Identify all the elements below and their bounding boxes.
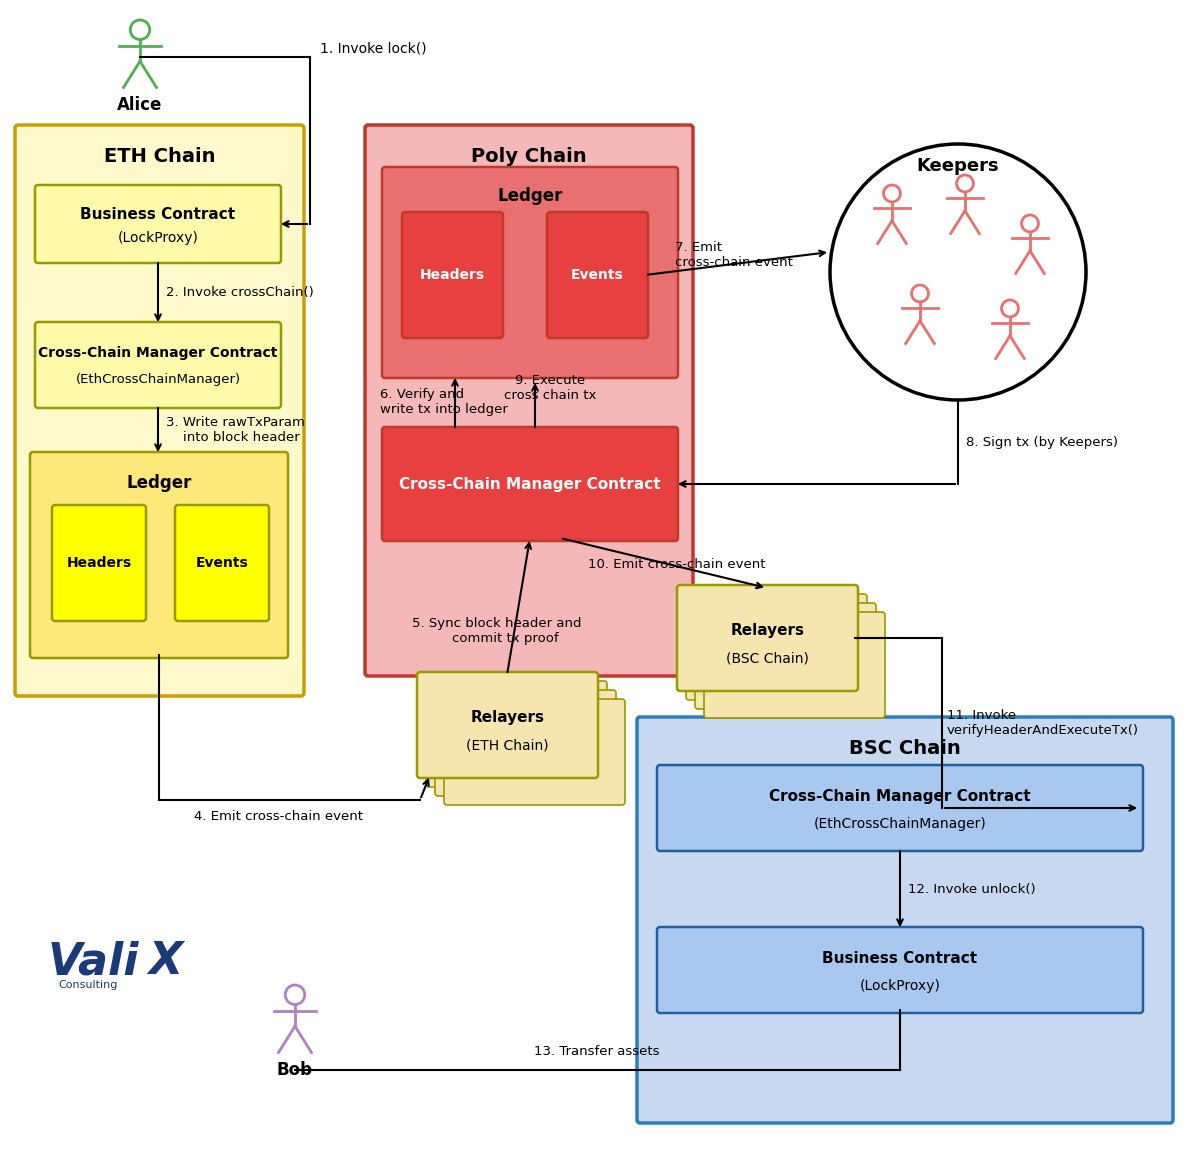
FancyBboxPatch shape [704, 612, 885, 718]
FancyBboxPatch shape [365, 125, 693, 676]
Text: Alice: Alice [118, 96, 162, 114]
FancyBboxPatch shape [383, 167, 678, 378]
Text: Ledger: Ledger [126, 474, 191, 492]
FancyBboxPatch shape [426, 681, 608, 787]
Text: Vali: Vali [48, 940, 140, 983]
Text: Cross-Chain Manager Contract: Cross-Chain Manager Contract [38, 346, 278, 360]
Text: (LockProxy): (LockProxy) [118, 231, 198, 245]
Text: Headers: Headers [420, 268, 485, 282]
FancyBboxPatch shape [14, 125, 304, 696]
FancyBboxPatch shape [677, 584, 858, 691]
Text: 4. Emit cross-chain event: 4. Emit cross-chain event [195, 810, 363, 823]
FancyBboxPatch shape [30, 452, 288, 658]
Text: Ledger: Ledger [497, 187, 563, 205]
FancyBboxPatch shape [52, 505, 146, 621]
FancyBboxPatch shape [383, 426, 678, 541]
Text: Events: Events [196, 555, 248, 571]
Text: 5. Sync block header and
    commit tx proof: 5. Sync block header and commit tx proof [413, 617, 582, 645]
Text: (EthCrossChainManager): (EthCrossChainManager) [76, 373, 241, 386]
FancyBboxPatch shape [444, 700, 626, 805]
Text: (LockProxy): (LockProxy) [860, 980, 941, 994]
Text: Relayers: Relayers [730, 623, 805, 638]
FancyBboxPatch shape [695, 603, 876, 709]
FancyBboxPatch shape [35, 322, 282, 408]
Text: 9. Execute
cross chain tx: 9. Execute cross chain tx [504, 374, 597, 402]
Text: Events: Events [571, 268, 624, 282]
Text: Keepers: Keepers [917, 157, 1000, 175]
Text: 3. Write rawTxParam
    into block header: 3. Write rawTxParam into block header [166, 416, 304, 444]
Text: (BSC Chain): (BSC Chain) [727, 651, 808, 665]
FancyBboxPatch shape [638, 717, 1173, 1122]
Text: Consulting: Consulting [58, 980, 118, 990]
FancyBboxPatch shape [174, 505, 269, 621]
Text: BSC Chain: BSC Chain [849, 739, 961, 758]
Text: X: X [148, 940, 182, 983]
Text: 6. Verify and
write tx into ledger: 6. Verify and write tx into ledger [380, 388, 508, 416]
Text: Cross-Chain Manager Contract: Cross-Chain Manager Contract [399, 476, 660, 492]
Text: Business Contract: Business Contract [823, 951, 978, 966]
Text: Relayers: Relayers [470, 710, 545, 724]
Text: Cross-Chain Manager Contract: Cross-Chain Manager Contract [769, 789, 1031, 803]
FancyBboxPatch shape [35, 185, 282, 263]
Text: Poly Chain: Poly Chain [472, 146, 587, 165]
Text: 2. Invoke crossChain(): 2. Invoke crossChain() [166, 286, 314, 299]
FancyBboxPatch shape [402, 211, 503, 338]
Text: ETH Chain: ETH Chain [103, 146, 215, 165]
Text: (ETH Chain): (ETH Chain) [467, 738, 549, 752]
Text: Bob: Bob [277, 1061, 313, 1079]
Text: Business Contract: Business Contract [81, 207, 236, 222]
Text: 1. Invoke lock(): 1. Invoke lock() [320, 41, 427, 55]
FancyBboxPatch shape [417, 672, 598, 779]
Text: 8. Sign tx (by Keepers): 8. Sign tx (by Keepers) [966, 436, 1118, 449]
Text: 11. Invoke
verifyHeaderAndExecuteTx(): 11. Invoke verifyHeaderAndExecuteTx() [947, 709, 1139, 737]
FancyBboxPatch shape [657, 927, 1143, 1013]
Text: 12. Invoke unlock(): 12. Invoke unlock() [908, 882, 1036, 896]
Text: (EthCrossChainManager): (EthCrossChainManager) [813, 817, 986, 831]
Text: 10. Emit cross-chain event: 10. Emit cross-chain event [588, 558, 766, 571]
Text: 7. Emit
cross-chain event: 7. Emit cross-chain event [675, 241, 793, 268]
FancyBboxPatch shape [435, 690, 616, 796]
FancyBboxPatch shape [686, 594, 867, 700]
Text: 13. Transfer assets: 13. Transfer assets [534, 1045, 659, 1057]
Text: Headers: Headers [66, 555, 131, 571]
FancyBboxPatch shape [547, 211, 648, 338]
FancyBboxPatch shape [657, 765, 1143, 851]
